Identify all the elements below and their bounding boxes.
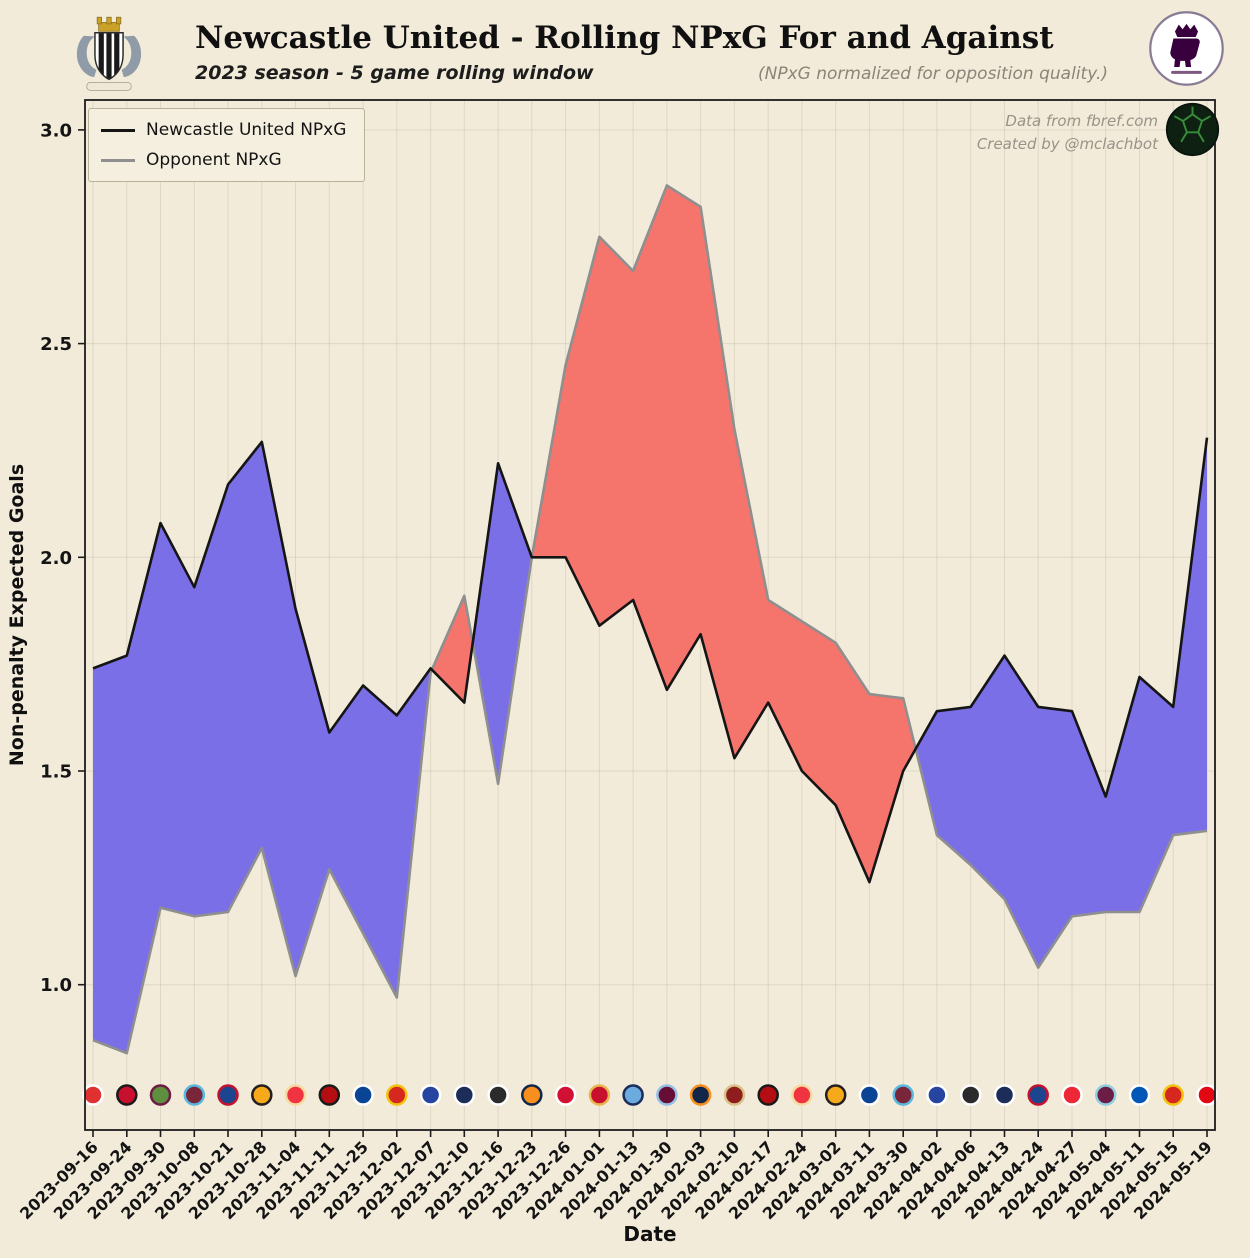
club-crest xyxy=(723,1084,746,1106)
y-tick-label: 1.5 xyxy=(40,762,72,783)
chart-subtitle: 2023 season - 5 game rolling window xyxy=(195,62,594,84)
club-crest xyxy=(1128,1084,1151,1106)
club-crest xyxy=(588,1084,611,1106)
newcastle-line-swatch xyxy=(101,128,135,132)
club-crest xyxy=(487,1084,509,1106)
fill-opponent-advantage xyxy=(531,185,916,883)
club-crest xyxy=(318,1084,341,1106)
y-tick-label: 2.5 xyxy=(40,334,72,355)
credit-source: Data from fbref.com xyxy=(1005,112,1158,130)
plot-border xyxy=(84,99,1216,1131)
club-crest xyxy=(183,1084,206,1106)
club-crest xyxy=(858,1084,881,1106)
club-crest xyxy=(554,1084,577,1106)
fbref-ball-graphic xyxy=(1165,102,1220,157)
club-crest xyxy=(757,1084,779,1106)
club-crest xyxy=(656,1084,678,1106)
opponent-line-swatch xyxy=(101,158,135,162)
club-crest xyxy=(622,1084,644,1106)
club-crest xyxy=(993,1084,1016,1106)
club-crest xyxy=(892,1084,914,1106)
club-crest xyxy=(386,1084,408,1106)
club-crest xyxy=(824,1084,847,1106)
legend-label-opponent: Opponent NPxG xyxy=(146,150,282,170)
club-crest xyxy=(82,1084,104,1106)
chart-title: Newcastle United - Rolling NPxG For and … xyxy=(195,20,1054,56)
newcastle-npxg-line xyxy=(92,437,1209,884)
club-crest xyxy=(149,1084,172,1106)
newcastle-crest-graphic xyxy=(76,16,142,91)
club-crest xyxy=(284,1084,307,1106)
club-crest xyxy=(791,1084,813,1106)
club-crest xyxy=(1094,1084,1117,1106)
header-titles: Newcastle United - Rolling NPxG For and … xyxy=(195,20,1054,84)
y-tick-label: 3.0 xyxy=(40,120,72,141)
premier-league-logo xyxy=(1148,10,1225,87)
y-tick-label: 1.0 xyxy=(40,975,72,996)
fill-newcastle-advantage xyxy=(915,437,1207,968)
premier-league-lion-graphic xyxy=(1149,11,1224,86)
legend-label-newcastle: Newcastle United NPxG xyxy=(146,120,347,140)
club-crest xyxy=(926,1084,948,1106)
club-crest xyxy=(521,1084,543,1106)
club-crest xyxy=(217,1084,239,1106)
y-axis-title: Non-penalty Expected Goals xyxy=(6,463,28,767)
credit-author: Created by @mclachbot xyxy=(976,135,1158,154)
club-crest xyxy=(1196,1084,1218,1106)
opponent-npxg-line xyxy=(92,184,1208,1055)
fill-newcastle-advantage xyxy=(93,441,432,1054)
axis-tick-labels: 1.01.52.02.53.02023-09-162023-09-242023-… xyxy=(16,120,1216,1223)
opponent-crest-row xyxy=(82,1084,1218,1106)
credits: Data from fbref.com Created by @mclachbo… xyxy=(977,110,1158,157)
x-axis-title: Date xyxy=(623,1222,677,1246)
y-tick-label: 2.0 xyxy=(40,548,72,569)
club-crest xyxy=(959,1084,982,1106)
club-crest xyxy=(116,1084,138,1106)
npxg-fill-regions xyxy=(93,185,1207,1054)
fill-opponent-advantage xyxy=(431,595,473,703)
club-crest xyxy=(453,1084,476,1106)
fbref-ball-logo xyxy=(1164,101,1221,158)
club-crest xyxy=(251,1084,273,1106)
legend-item-newcastle-npxg: Newcastle United NPxG xyxy=(101,120,346,140)
club-crest xyxy=(1027,1084,1049,1106)
club-crest xyxy=(1162,1084,1184,1106)
newcastle-united-crest-logo xyxy=(72,10,146,94)
club-crest xyxy=(1061,1084,1083,1106)
chart-note: (NPxG normalized for opposition quality.… xyxy=(758,64,1108,84)
club-crest xyxy=(689,1084,712,1106)
legend-item-opponent-npxg: Opponent NPxG xyxy=(101,150,346,170)
club-crest xyxy=(419,1084,442,1106)
club-crest xyxy=(352,1084,374,1106)
chart-legend: Newcastle United NPxG Opponent NPxG xyxy=(88,108,366,182)
